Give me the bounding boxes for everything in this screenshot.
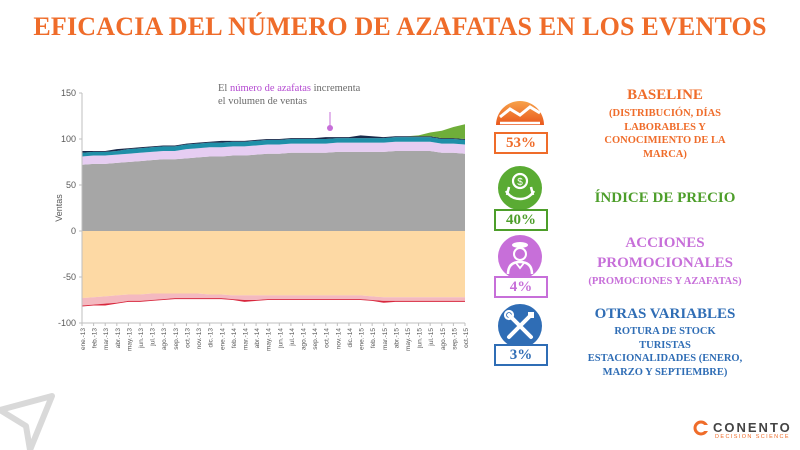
tools-icon — [498, 304, 542, 348]
x-tick-label: may.-14 — [266, 328, 273, 351]
x-tick-label: ene.-13 — [80, 328, 87, 350]
baseline-sub-line: MARCA) — [643, 148, 687, 160]
x-tick-label: oct.-15 — [463, 328, 470, 348]
x-tick-label: abr.-14 — [254, 328, 261, 349]
svg-text:$: $ — [517, 177, 523, 188]
other-percent: 3% — [494, 344, 548, 366]
area-baseline — [82, 150, 465, 231]
y-tick-label: 50 — [66, 180, 76, 190]
x-tick-label: oct.-14 — [324, 328, 331, 348]
promo-title-line: ACCIONES — [625, 235, 705, 251]
other-sub-line: MARZO Y SEPTIEMBRE) — [602, 366, 728, 378]
x-tick-label: jun.-15 — [417, 328, 424, 349]
area-series — [82, 124, 465, 307]
conento-logo-icon — [693, 420, 709, 436]
hostess-icon — [498, 235, 542, 279]
x-tick-label: nov.-13 — [196, 328, 203, 350]
area-pink_neg — [82, 293, 465, 306]
x-tick-label: ago.-14 — [301, 328, 308, 350]
area-red_neg — [82, 298, 465, 307]
baseline-subtitle: (DISTRIBUCIÓN, DÍAS LABORABLES Y CONOCIM… — [570, 107, 760, 161]
baseline-sub-line: (DISTRIBUCIÓN, DÍAS — [608, 108, 722, 119]
baseline-title: BASELINE — [627, 87, 703, 103]
annotation-prefix: El — [218, 83, 230, 94]
x-tick-label: feb.-15 — [370, 328, 377, 349]
x-tick-label: dic.-14 — [347, 328, 354, 348]
x-tick-label: jun.-14 — [277, 328, 284, 349]
x-tick-label: nov.-14 — [335, 328, 342, 350]
annotation-marker — [327, 112, 333, 131]
x-tick-label: sep.-15 — [451, 328, 458, 350]
money-hands-icon: $ — [498, 166, 542, 210]
y-axis-label: Ventas — [54, 194, 64, 222]
other-sub-line: ESTACIONALIDADES (ENERO, — [587, 353, 743, 364]
area-other_neg — [82, 231, 465, 299]
price-percent: 40% — [494, 209, 548, 231]
x-tick-label: sep.-13 — [173, 328, 180, 350]
promo-title: ACCIONES PROMOCIONALES — [560, 233, 770, 273]
baseline-sub-line: CONOCIMIENTO DE LA — [604, 135, 726, 146]
other-subtitle: ROTURA DE STOCK TURISTAS ESTACIONALIDADE… — [555, 325, 775, 379]
page-title: EFICACIA DEL NÚMERO DE AZAFATAS EN LOS E… — [33, 12, 767, 41]
x-tick-label: ago.-13 — [161, 328, 168, 350]
baseline-percent: 53% — [494, 132, 548, 154]
sales-decomposition-chart: -100 -50 0 50 100 150 ene.-13 feb.-13 mar.-13 abr… — [54, 88, 470, 351]
promo-subtitle: (PROMOCIONES Y AZAFATAS) — [588, 276, 742, 287]
logo-name: CONENTO — [713, 420, 792, 435]
x-tick-label: ago.-15 — [440, 328, 447, 350]
x-tick-label: jul.-14 — [289, 328, 296, 347]
x-tick-label: sep.-14 — [312, 328, 319, 350]
area-promo — [82, 141, 465, 165]
y-tick-label: -50 — [63, 272, 76, 282]
x-tick-label: may.-13 — [126, 328, 133, 351]
x-tick-label: mar.-13 — [103, 328, 110, 350]
annotation-rest: incrementa el volumen de ventas — [218, 83, 361, 107]
y-tick-label: 100 — [61, 134, 76, 144]
x-tick-label: abr.-13 — [115, 328, 122, 349]
x-tick-label: may.-15 — [405, 328, 412, 351]
annotation-dot — [327, 125, 333, 131]
area-top_navy — [82, 135, 465, 153]
baseline-chart-icon — [496, 101, 544, 125]
decorative-arrow-icon — [0, 393, 55, 450]
baseline-sub-line: LABORABLES Y — [624, 121, 706, 133]
x-tick-label: mar.-15 — [382, 328, 389, 350]
y-tick-label: 150 — [61, 88, 76, 98]
y-tick-label: 0 — [71, 226, 76, 236]
other-sub-line: ROTURA DE STOCK — [614, 326, 716, 337]
x-tick-label: oct.-13 — [184, 328, 191, 348]
x-tick-label: dic.-13 — [208, 328, 215, 348]
y-tick-label: -100 — [58, 318, 76, 328]
chart-axes: -100 -50 0 50 100 150 ene.-13 feb.-13 mar.-13 abr… — [54, 88, 470, 351]
x-tick-label: jun.-13 — [138, 328, 145, 349]
x-tick-label: ene.-15 — [359, 328, 366, 350]
other-title: OTRAS VARIABLES — [594, 306, 736, 322]
x-tick-label: mar.-14 — [242, 328, 249, 350]
x-tick-label: feb.-13 — [92, 328, 99, 349]
logo-tagline: DECISION SCIENCE — [715, 434, 790, 440]
area-price — [82, 137, 465, 157]
annotation-highlight: número de azafatas — [229, 83, 312, 94]
price-title: ÍNDICE DE PRECIO — [594, 190, 736, 206]
x-tick-label: jul.-13 — [150, 328, 157, 347]
promo-title-line: PROMOCIONALES — [597, 255, 733, 271]
x-tick-label: feb.-14 — [231, 328, 238, 349]
x-tick-label: jul.-15 — [428, 328, 435, 347]
x-tick-label: abr.-15 — [393, 328, 400, 349]
other-sub-line: TURISTAS — [639, 339, 691, 351]
x-tick-label: ene.-14 — [219, 328, 226, 350]
chart-annotation: El número de azafatas incrementa el volu… — [218, 83, 368, 108]
promo-percent: 4% — [494, 276, 548, 298]
